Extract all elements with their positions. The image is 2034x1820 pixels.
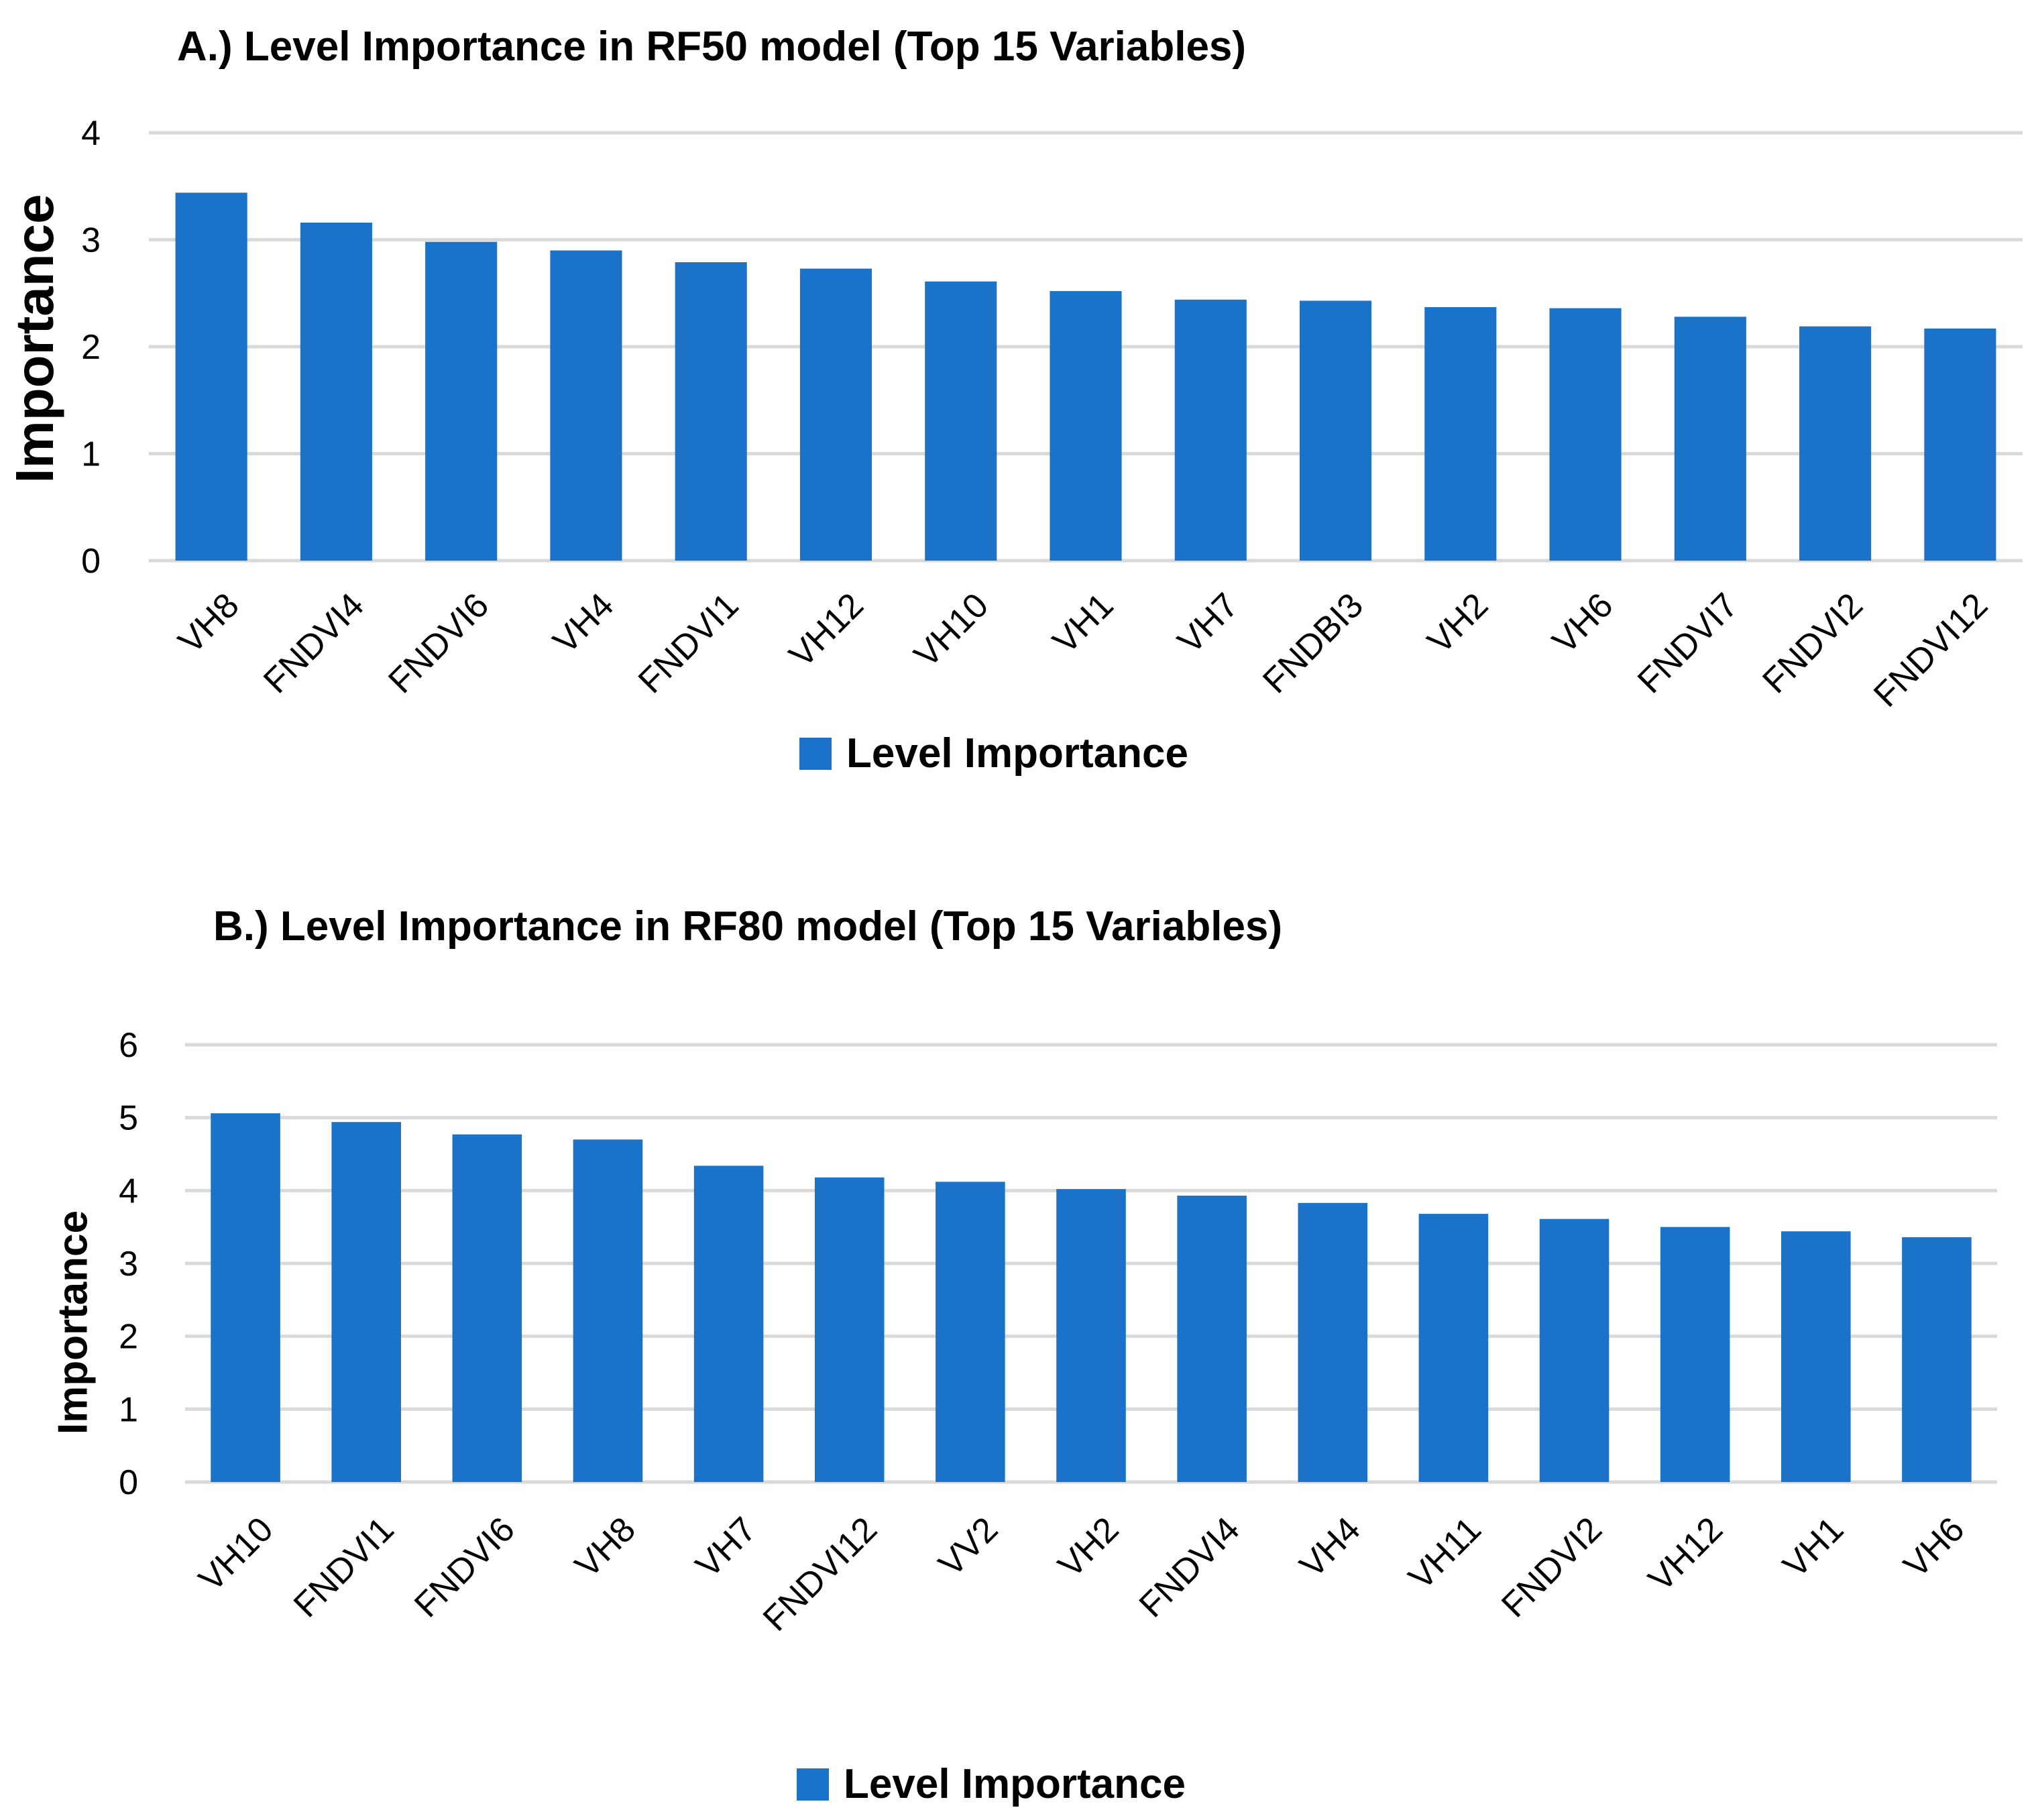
chart-a-bar-fndbi3 <box>1299 300 1372 561</box>
chart-a-ytick-label: 1 <box>81 435 101 474</box>
chart-a-bar-fndvi4 <box>300 222 372 561</box>
chart-b-bar-fndvi12 <box>814 1177 885 1482</box>
chart-a-xtick-label: FNDVI4 <box>256 585 372 701</box>
chart-b-xtick-label: FNDVI1 <box>286 1510 402 1625</box>
chart-b-bar-vh4 <box>1298 1202 1368 1482</box>
chart-b-ytick-label: 2 <box>119 1318 138 1357</box>
chart-b-bar-fndvi1 <box>331 1122 401 1482</box>
chart-b-bar-fndvi6 <box>452 1134 522 1482</box>
chart-b-ytick-label: 0 <box>119 1463 138 1502</box>
chart-b-xtick-label: VH2 <box>1051 1510 1127 1585</box>
chart-a-bar-vh4 <box>550 250 622 561</box>
chart-b-xtick-label: VH8 <box>567 1510 643 1585</box>
chart-b-xtick-label: VH12 <box>1641 1510 1730 1599</box>
chart-b-bar-vh2 <box>1056 1189 1126 1482</box>
chart-a-bar-vh2 <box>1424 306 1497 561</box>
chart-b: B.) Level Importance in RF80 model (Top … <box>0 872 2034 1820</box>
chart-a-xtick-label: VH8 <box>171 585 247 661</box>
chart-b-y-axis-label: Importance <box>50 1210 96 1434</box>
chart-b-title: B.) Level Importance in RF80 model (Top … <box>213 903 1283 950</box>
chart-b-xtick-label: VH6 <box>1897 1510 1972 1585</box>
chart-b-xtick-label: VV2 <box>931 1510 1006 1584</box>
chart-b-xtick-label: VH4 <box>1292 1510 1368 1585</box>
chart-a-bar-vh10 <box>925 281 997 561</box>
chart-b-ytick-label: 1 <box>119 1390 138 1429</box>
chart-a-bar-fndvi2 <box>1799 326 1872 561</box>
chart-b-bar-fndvi4 <box>1177 1195 1247 1482</box>
chart-a-bar-vh12 <box>799 268 872 561</box>
chart-b-xtick-label: VH7 <box>689 1510 765 1585</box>
chart-b-bar-vh12 <box>1660 1227 1730 1482</box>
chart-a-legend-label: Level Importance <box>846 730 1188 777</box>
chart-a: A.) Level Importance in RF50 model (Top … <box>0 0 2034 838</box>
chart-a-xtick-label: FNDVI1 <box>631 585 746 701</box>
chart-a-bar-vh8 <box>175 192 247 561</box>
chart-a-xtick-label: VH7 <box>1170 585 1246 661</box>
chart-b-bar-vv2 <box>936 1182 1005 1482</box>
chart-b-legend-label: Level Importance <box>844 1761 1186 1807</box>
chart-b-bar-vh7 <box>693 1165 764 1482</box>
chart-b-xtick-label: FNDVI2 <box>1494 1510 1609 1625</box>
chart-a-xtick-label: VH4 <box>546 585 622 661</box>
chart-a-ytick-label: 3 <box>81 221 101 260</box>
chart-b-xtick-label: VH11 <box>1402 1510 1489 1597</box>
chart-a-bar-fndvi6 <box>425 241 498 561</box>
chart-b-ytick-label: 6 <box>119 1026 138 1065</box>
chart-a-xtick-label: FNDVI6 <box>381 585 496 701</box>
chart-b-bar-fndvi2 <box>1539 1218 1609 1482</box>
chart-a-xtick-label: FNDBI3 <box>1255 585 1371 701</box>
chart-b-xtick-label: FNDVI12 <box>756 1510 885 1638</box>
chart-a-bar-fndvi1 <box>675 262 747 561</box>
chart-a-xtick-label: FNDVI2 <box>1755 585 1870 701</box>
chart-b-legend: Level Importance <box>797 1760 1186 1808</box>
chart-b-xtick-label: FNDVI4 <box>1132 1510 1247 1625</box>
chart-b-xtick-label: VH1 <box>1776 1510 1852 1585</box>
chart-a-legend-swatch <box>799 737 832 770</box>
chart-b-bar-vh8 <box>573 1139 643 1482</box>
chart-a-xtick-label: VH10 <box>907 585 996 675</box>
chart-a-xtick-label: VH2 <box>1420 585 1496 661</box>
chart-a-xtick-label: FNDVI12 <box>1866 585 1995 714</box>
chart-a-plot: 0 1 2 3 4 Importance VH8 FNDVI4 FNDVI6 VH4 FNDVI1 V… <box>5 114 2023 715</box>
chart-b-ytick-label: 5 <box>119 1099 138 1138</box>
chart-b-xtick-label: VH10 <box>192 1510 281 1599</box>
chart-a-xtick-label: VH12 <box>782 585 871 675</box>
chart-b-bar-vh6 <box>1902 1237 1972 1482</box>
chart-a-legend: Level Importance <box>799 730 1188 777</box>
chart-b-xtick-label: FNDVI6 <box>407 1510 522 1625</box>
chart-b-ytick-label: 3 <box>119 1245 138 1284</box>
chart-a-bar-vh6 <box>1549 308 1622 561</box>
chart-a-bar-vh1 <box>1050 291 1122 561</box>
chart-a-xtick-label: VH6 <box>1545 585 1621 661</box>
chart-a-xtick-label: FNDVI7 <box>1630 585 1746 701</box>
chart-a-bar-fndvi7 <box>1674 317 1746 561</box>
chart-b-bar-vh10 <box>211 1113 280 1482</box>
chart-a-ytick-label: 0 <box>81 542 101 581</box>
chart-a-y-axis-label: Importance <box>5 194 64 483</box>
chart-b-bar-vh11 <box>1418 1214 1489 1482</box>
chart-a-xtick-label: VH1 <box>1046 585 1121 661</box>
chart-a-bar-fndvi12 <box>1924 328 1996 561</box>
chart-a-title: A.) Level Importance in RF50 model (Top … <box>177 23 1247 70</box>
chart-b-legend-swatch <box>797 1768 829 1801</box>
chart-a-ytick-label: 2 <box>81 328 101 367</box>
chart-b-ytick-label: 4 <box>119 1172 138 1210</box>
chart-b-bar-vh1 <box>1781 1231 1851 1482</box>
chart-a-bar-vh7 <box>1174 299 1247 561</box>
chart-a-ytick-label: 4 <box>81 114 101 153</box>
